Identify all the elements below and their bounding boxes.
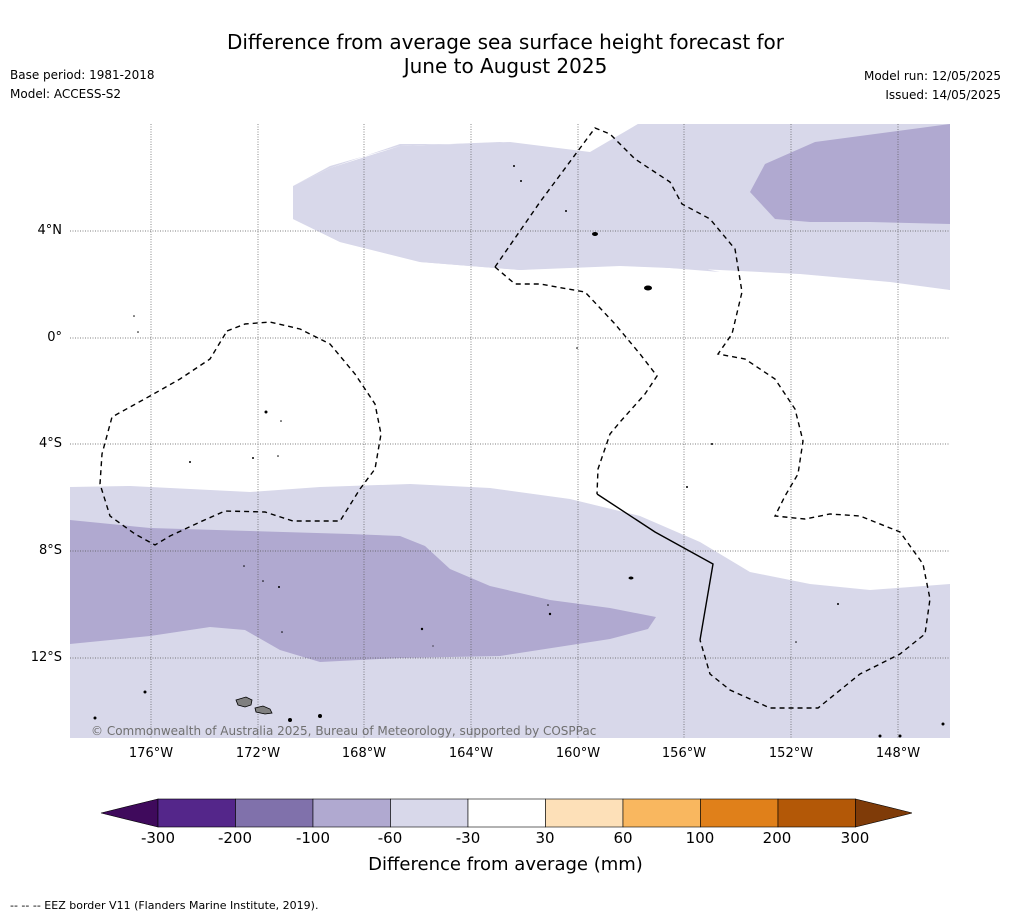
colorbar-segment bbox=[390, 798, 469, 828]
eez-border-kiribati-phoenix bbox=[494, 266, 658, 495]
colorbar-segment bbox=[622, 798, 701, 828]
colorbar-tick: 30 bbox=[535, 829, 555, 847]
colorbar-segment bbox=[235, 798, 314, 828]
lon-label-172w: 172°W bbox=[235, 746, 281, 761]
lon-label-156w: 156°W bbox=[661, 746, 707, 761]
right-metadata: Model run: 12/05/2025 Issued: 14/05/2025 bbox=[864, 67, 1001, 105]
samoa-upolu bbox=[254, 705, 273, 715]
copyright-text: © Commonwealth of Australia 2025, Bureau… bbox=[91, 724, 597, 738]
lon-label-168w: 168°W bbox=[341, 746, 387, 761]
title-line-2: June to August 2025 bbox=[403, 54, 608, 78]
lat-label-equator: 0° bbox=[47, 330, 62, 345]
lon-label-160w: 160°W bbox=[555, 746, 601, 761]
model-run-text: Model run: 12/05/2025 bbox=[863, 69, 1001, 83]
colorbar-segment bbox=[700, 798, 779, 828]
colorbar-segment bbox=[467, 798, 546, 828]
lon-label-176w: 176°W bbox=[128, 746, 174, 761]
issued-text: Issued: 14/05/2025 bbox=[885, 88, 1001, 102]
samoa-savaii bbox=[235, 696, 253, 708]
colorbar-tick: -200 bbox=[217, 829, 253, 847]
anomaly-patch-south-dark bbox=[70, 520, 656, 662]
lat-label-12s: 12°S bbox=[30, 650, 62, 665]
map-svg bbox=[70, 124, 950, 738]
colorbar-tick: 300 bbox=[840, 829, 870, 847]
colorbar-title: Difference from average (mm) bbox=[368, 854, 643, 875]
colorbar-segment bbox=[777, 798, 856, 828]
lon-label-152w: 152°W bbox=[768, 746, 814, 761]
colorbar-tick: -30 bbox=[455, 829, 481, 847]
colorbar-segment bbox=[545, 798, 624, 828]
eez-borders bbox=[99, 127, 931, 709]
lon-label-148w: 148°W bbox=[875, 746, 921, 761]
anomaly-patch-north-dark bbox=[750, 124, 950, 224]
eez-footnote: -- -- -- EEZ border V11 (Flanders Marine… bbox=[10, 899, 319, 912]
base-period-text: Base period: 1981-2018 bbox=[10, 68, 155, 82]
model-text: Model: ACCESS-S2 bbox=[10, 87, 122, 101]
colorbar-segment bbox=[157, 798, 236, 828]
colorbar-tick: -300 bbox=[140, 829, 176, 847]
islands bbox=[93, 165, 945, 738]
colorbar-tick: 200 bbox=[762, 829, 792, 847]
lon-label-164w: 164°W bbox=[448, 746, 494, 761]
lat-label-4s: 4°S bbox=[38, 436, 62, 451]
colorbar bbox=[100, 798, 912, 828]
colorbar-tick: -100 bbox=[295, 829, 331, 847]
eez-border-tokelau bbox=[99, 321, 382, 546]
map-area bbox=[70, 124, 950, 738]
colorbar-segment bbox=[312, 798, 391, 828]
colorbar-tick: 100 bbox=[685, 829, 715, 847]
colorbar-extend-high bbox=[855, 798, 912, 828]
latitude-gridlines bbox=[70, 230, 950, 659]
colorbar-tick: 60 bbox=[613, 829, 633, 847]
left-metadata: Base period: 1981-2018 Model: ACCESS-S2 bbox=[10, 66, 155, 104]
maritime-boundary-solid bbox=[596, 493, 714, 641]
lat-label-8s: 8°S bbox=[38, 543, 62, 558]
colorbar-tick: -60 bbox=[377, 829, 403, 847]
eez-border-kiribati-line bbox=[494, 127, 931, 709]
map-title: Difference from average sea surface heig… bbox=[0, 30, 1011, 78]
colorbar-extend-low bbox=[100, 798, 159, 828]
title-line-1: Difference from average sea surface heig… bbox=[226, 30, 785, 54]
lat-label-4n: 4°N bbox=[37, 223, 63, 238]
